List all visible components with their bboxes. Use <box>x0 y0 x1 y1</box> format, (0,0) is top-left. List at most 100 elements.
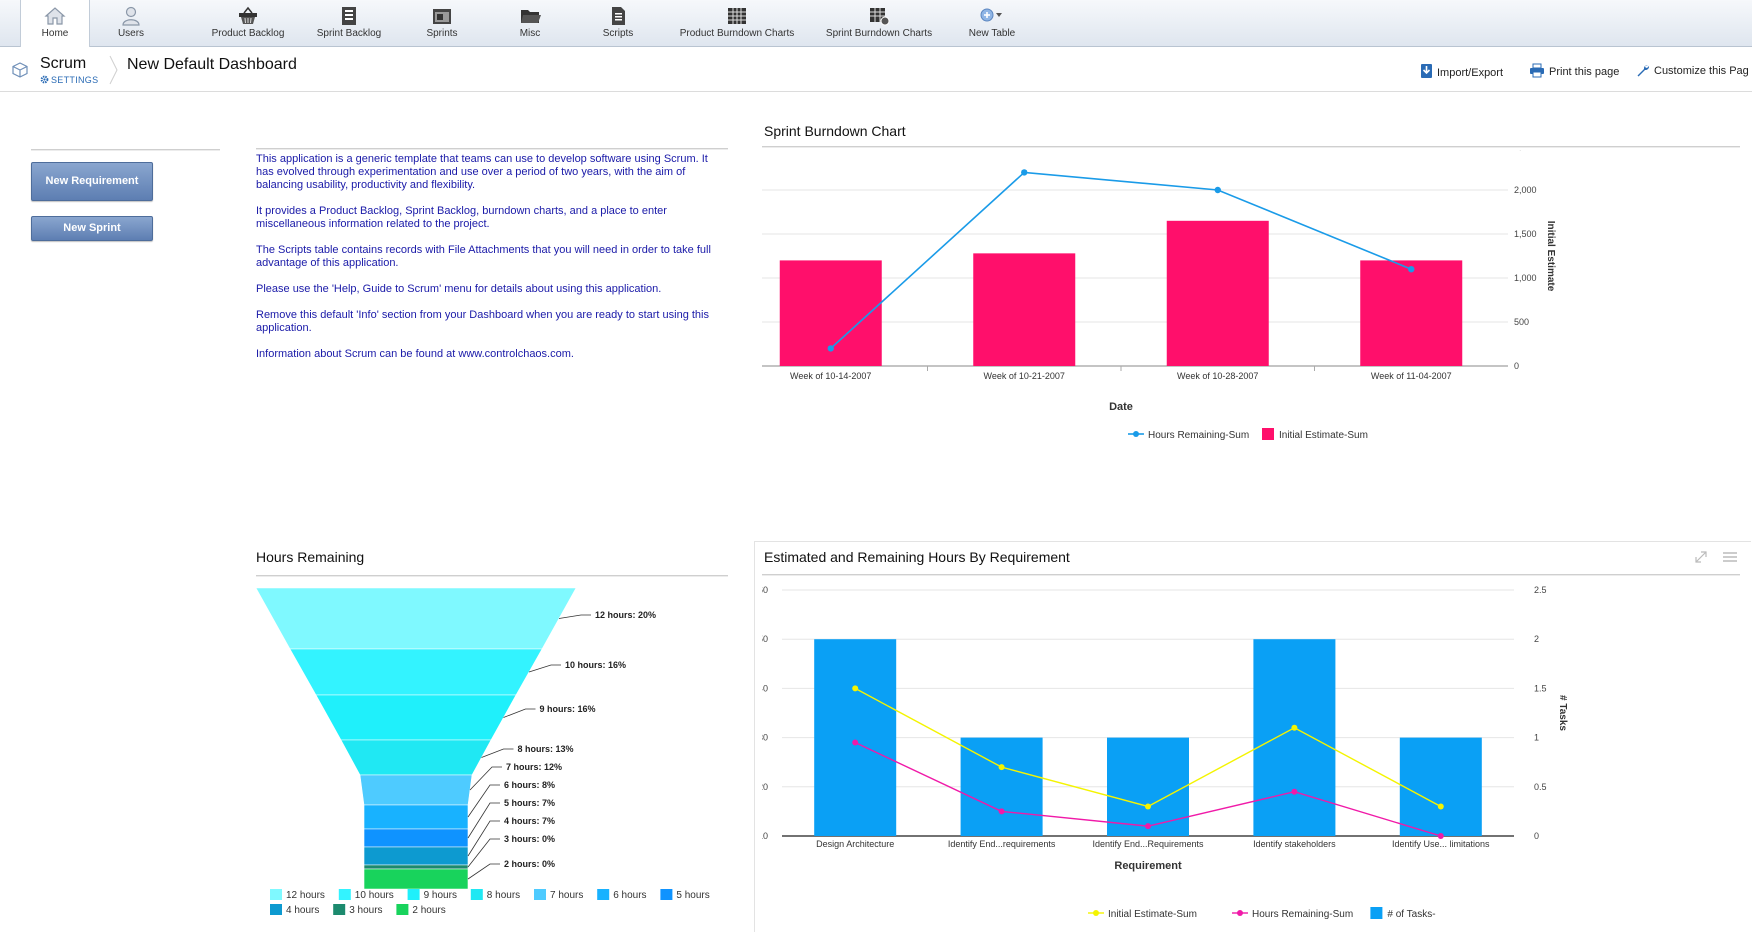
settings-link[interactable]: SETTINGS <box>40 75 98 85</box>
legend-swatch <box>597 889 610 900</box>
nav-misc[interactable]: Misc <box>490 0 570 46</box>
legend-label: 10 hours <box>355 890 394 901</box>
legend-swatch <box>1237 910 1243 916</box>
chevron-down-icon <box>996 13 1002 17</box>
legend-label: Hours Remaining-Sum <box>1252 909 1353 920</box>
line-point <box>1021 169 1028 176</box>
chart-title: Estimated and Remaining Hours By Require… <box>764 549 1070 565</box>
nav-sprint-burndown-charts[interactable]: Sprint Burndown Charts <box>816 0 942 46</box>
y-tick-label: 50 <box>762 634 768 644</box>
nav-sprint-backlog[interactable]: Sprint Backlog <box>306 0 392 46</box>
hours-remaining-funnel-svg: 12 hours: 20% 10 hours: 16% 9 hours: 16% 8 … <box>255 587 710 916</box>
nav-misc-label: Misc <box>519 28 541 39</box>
bar <box>1399 737 1482 836</box>
legend-label: Initial Estimate-Sum <box>1108 909 1197 920</box>
funnel-label-leader <box>467 784 500 818</box>
nav-sprints-label: Sprints <box>426 28 458 39</box>
funnel-segment <box>359 774 473 806</box>
x-tick-label: Identify End...Requirements <box>1092 839 1204 849</box>
y-tick-label: 20 <box>762 782 768 792</box>
y2-axis-title: Initial Estimate <box>1545 221 1556 292</box>
menu-icon[interactable] <box>1722 551 1738 563</box>
divider <box>31 149 220 151</box>
legend-label: 2 hours <box>412 905 445 916</box>
table-settings-icon <box>870 8 890 26</box>
funnel-segment <box>255 587 577 650</box>
legend-swatch <box>1370 907 1383 919</box>
new-sprint-button[interactable]: New Sprint <box>31 216 153 241</box>
y2-tick-label: 2.5 <box>1534 585 1547 595</box>
y2-tick-label: 1.5 <box>1534 683 1547 693</box>
bar <box>973 253 1076 366</box>
estimated-remaining-chart: 10 20 30 40 50 60 0 0.5 1 1.5 2 2.5 Design Architect… <box>734 578 1752 936</box>
home-icon <box>44 7 66 25</box>
print-label: Print this page <box>1549 66 1620 78</box>
nav-home[interactable]: Home <box>20 0 90 47</box>
legend-label: 4 hours <box>286 905 319 916</box>
line-point <box>1408 266 1415 273</box>
nav-new-table[interactable]: New Table <box>958 0 1026 46</box>
print-button[interactable]: Print this page <box>1529 63 1619 78</box>
nav-product-backlog[interactable]: Product Backlog <box>200 0 296 46</box>
divider <box>256 148 728 150</box>
sprint-burndown-chart: 17018019020021022005001,0001,5002,0002,5… <box>688 141 1752 500</box>
bar <box>1166 220 1269 366</box>
funnel-data-label: 12 hours: 20% <box>595 610 656 620</box>
funnel-label-leader <box>481 748 514 758</box>
legend-swatch <box>1093 910 1099 916</box>
page-title: New Default Dashboard <box>127 56 297 73</box>
info-paragraph: Please use the 'Help, Guide to Scrum' me… <box>256 283 662 295</box>
funnel-label-leader <box>469 766 502 791</box>
x-tick-label: Week of 11-04-2007 <box>1371 371 1452 381</box>
info-paragraph: It provides a Product Backlog, Sprint Ba… <box>256 205 667 230</box>
line-point <box>998 764 1005 771</box>
legend-swatch <box>660 889 673 900</box>
x-tick-label: Design Architecture <box>816 839 894 849</box>
funnel-data-label: 4 hours: 7% <box>504 816 555 826</box>
y2-tick-label: 0 <box>1514 361 1519 371</box>
y2-tick-label: 1,000 <box>1514 273 1537 283</box>
y2-tick-label: 1 <box>1534 733 1539 743</box>
funnel-segment <box>363 868 469 890</box>
divider <box>762 574 1740 576</box>
line-point <box>998 808 1005 815</box>
app-cube-icon <box>12 62 28 78</box>
sprint-burndown-chart-svg: 17018019020021022005001,0001,5002,0002,5… <box>688 141 1556 441</box>
y2-tick-label: 0.5 <box>1534 782 1547 792</box>
legend-label: 5 hours <box>676 890 709 901</box>
customize-page-label: Customize this Pag <box>1654 65 1749 77</box>
expand-icon[interactable] <box>1694 550 1708 564</box>
customize-page-button[interactable]: Customize this Pag <box>1636 63 1749 77</box>
funnel-data-label: 3 hours: 0% <box>504 834 555 844</box>
series-line <box>830 171 1412 349</box>
funnel-segment <box>315 694 517 741</box>
y2-tick-label: 0 <box>1534 831 1539 841</box>
funnel-label-leader <box>467 863 500 880</box>
nav-users[interactable]: Users <box>96 0 166 46</box>
user-icon <box>122 6 140 26</box>
import-export-label: Import/Export <box>1437 67 1504 79</box>
funnel-data-label: 10 hours: 16% <box>565 660 626 670</box>
legend-swatch <box>338 889 351 900</box>
line-point <box>1291 788 1298 795</box>
new-requirement-button[interactable]: New Requirement <box>31 162 153 201</box>
chart-panel <box>754 541 1751 932</box>
nav-scripts[interactable]: Scripts <box>578 0 658 46</box>
add-icon <box>980 8 1002 22</box>
nav-product-burndown-charts[interactable]: Product Burndown Charts <box>670 0 804 46</box>
bar <box>1107 737 1189 836</box>
legend-swatch <box>333 904 346 915</box>
bar <box>960 737 1043 836</box>
y2-tick-label: 2,000 <box>1514 185 1537 195</box>
nav-new-table-label: New Table <box>968 28 1016 39</box>
funnel-label-leader <box>467 820 500 857</box>
funnel-segment <box>363 828 469 848</box>
app-name[interactable]: Scrum <box>40 55 87 72</box>
import-export-button[interactable]: Import/Export <box>1420 63 1503 79</box>
x-axis-title: Date <box>1109 401 1133 413</box>
line-point <box>852 739 859 746</box>
estimated-remaining-chart-svg: 10 20 30 40 50 60 0 0.5 1 1.5 2 2.5 Design Architect… <box>734 585 1568 920</box>
nav-sprints[interactable]: Sprints <box>402 0 482 46</box>
printer-icon <box>1530 63 1544 78</box>
legend-label: # of Tasks- <box>1387 909 1435 920</box>
